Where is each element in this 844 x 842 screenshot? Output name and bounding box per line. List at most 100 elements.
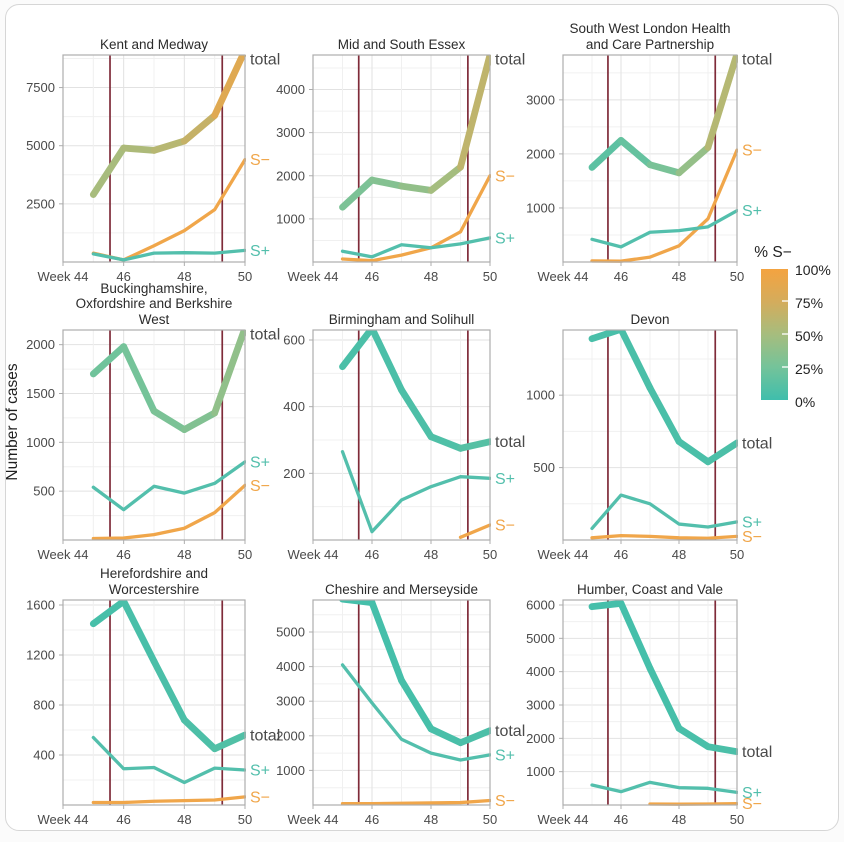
chart-plot: 1000 2000 3000 4000 Week 44 46 48 50 total S− S+: [276, 52, 525, 285]
svg-text:48: 48: [672, 547, 686, 562]
chart-plot: 500 1000 1500 2000 Week 44 46 48 50 total S− S+: [26, 327, 280, 563]
series-label: S−: [495, 168, 515, 185]
chart-panel-herefordshire-and-worcestershire: Herefordshire and Worcestershire 400 800 1…: [13, 566, 301, 833]
chart-title: Birmingham and Solihull: [328, 311, 475, 327]
svg-text:6000: 6000: [526, 598, 555, 613]
series-label: S−: [250, 478, 270, 495]
svg-text:1200: 1200: [26, 648, 55, 663]
legend-label-0: 0%: [795, 394, 816, 410]
svg-text:400: 400: [283, 399, 305, 414]
svg-text:2000: 2000: [276, 168, 305, 183]
chart-panel-kent-and-medway: Kent and Medway 2500 5000 7500 Week 44 46 48 5…: [13, 37, 301, 290]
legend-tick-25: [782, 366, 788, 368]
svg-text:46: 46: [116, 269, 130, 284]
svg-text:1600: 1600: [26, 598, 55, 613]
svg-text:3000: 3000: [276, 125, 305, 140]
svg-text:1000: 1000: [526, 200, 555, 215]
svg-text:50: 50: [730, 547, 744, 562]
chart-panel-south-west-london: South West London Health and Care Partne…: [513, 21, 793, 290]
svg-text:50: 50: [238, 547, 252, 562]
svg-text:1000: 1000: [276, 211, 305, 226]
svg-text:600: 600: [283, 333, 305, 348]
svg-text:7500: 7500: [26, 80, 55, 95]
chart-plot: 1000 2000 3000 4000 5000 Week 44 46 48 50 total S−…: [276, 599, 525, 827]
svg-text:2500: 2500: [26, 196, 55, 211]
svg-text:50: 50: [483, 812, 497, 827]
legend-label-50: 50%: [795, 328, 824, 344]
series-label: S+: [495, 747, 515, 764]
series-label: total: [495, 52, 525, 69]
series-label: S+: [495, 471, 515, 488]
svg-text:1000: 1000: [26, 435, 55, 450]
svg-text:50: 50: [483, 269, 497, 284]
legend-tick-50: [782, 333, 788, 335]
svg-text:50: 50: [730, 269, 744, 284]
colorbar-legend: % S− 100% 75% 50% 25% 0%: [744, 244, 844, 424]
series-label: total: [742, 744, 772, 761]
svg-text:50: 50: [483, 547, 497, 562]
chart-panel-humber-coast-and-vale: Humber, Coast and Vale 1000 2000 3000 4000 5…: [513, 582, 793, 833]
svg-text:1000: 1000: [276, 763, 305, 778]
svg-text:500: 500: [533, 460, 555, 475]
svg-text:4000: 4000: [276, 82, 305, 97]
chart-title: Cheshire and Merseyside: [324, 581, 479, 597]
legend-gradient-bar: [761, 269, 788, 400]
series-label: S+: [250, 454, 270, 471]
chart-plot: 1000 2000 3000 4000 5000 6000 Week 44 46 48 50 tot…: [526, 598, 772, 828]
chart-title: Mid and South Essex: [337, 36, 466, 52]
series-label: total: [495, 723, 525, 740]
svg-text:5000: 5000: [276, 625, 305, 640]
svg-text:46: 46: [116, 812, 130, 827]
chart-plot: 2500 5000 7500 Week 44 46 48 50 total S− S+: [26, 52, 280, 285]
svg-text:800: 800: [33, 698, 55, 713]
svg-text:48: 48: [177, 812, 191, 827]
series-label: S−: [250, 152, 270, 169]
series-label: S−: [742, 796, 762, 813]
svg-text:Week 44: Week 44: [537, 812, 588, 827]
svg-text:48: 48: [672, 269, 686, 284]
legend-title: % S−: [754, 244, 792, 261]
svg-text:46: 46: [614, 812, 628, 827]
svg-text:46: 46: [365, 269, 379, 284]
series-label: S+: [250, 763, 270, 780]
series-label: total: [742, 435, 772, 452]
chart-title: Buckinghamshire, Oxfordshire and Berkshi…: [75, 280, 233, 327]
svg-text:200: 200: [283, 466, 305, 481]
chart-panel-mid-and-south-essex: Mid and South Essex 1000 2000 3000 4000 Week…: [263, 37, 546, 290]
svg-text:3000: 3000: [526, 92, 555, 107]
legend-label-25: 25%: [795, 361, 824, 377]
svg-text:48: 48: [177, 269, 191, 284]
series-label: total: [250, 327, 280, 344]
chart-plot: 1000 2000 3000 Week 44 46 48 50 total S− S+: [526, 52, 772, 285]
svg-text:1000: 1000: [526, 388, 555, 403]
svg-text:46: 46: [614, 269, 628, 284]
svg-text:Week 44: Week 44: [287, 547, 338, 562]
svg-text:46: 46: [116, 547, 130, 562]
svg-text:5000: 5000: [526, 631, 555, 646]
svg-text:48: 48: [424, 547, 438, 562]
svg-text:48: 48: [424, 269, 438, 284]
svg-text:46: 46: [365, 812, 379, 827]
series-label: S+: [742, 785, 762, 802]
svg-text:Week 44: Week 44: [537, 547, 588, 562]
svg-text:3000: 3000: [276, 694, 305, 709]
svg-text:4000: 4000: [526, 664, 555, 679]
series-label: total: [495, 434, 525, 451]
legend-tick-75: [782, 300, 788, 302]
chart-title: Herefordshire and Worcestershire: [99, 566, 209, 597]
series-label: S−: [742, 529, 762, 546]
series-label: total: [250, 728, 280, 745]
svg-text:46: 46: [365, 547, 379, 562]
chart-plot: 500 1000 Week 44 46 48 50 total S−S+: [526, 329, 772, 562]
series-label: S+: [742, 203, 762, 220]
svg-text:2000: 2000: [26, 337, 55, 352]
svg-text:3000: 3000: [526, 698, 555, 713]
svg-text:500: 500: [33, 484, 55, 499]
series-label: S−: [250, 789, 270, 806]
chart-title: South West London Health and Care Partne…: [569, 21, 731, 52]
series-label: total: [742, 52, 772, 69]
svg-text:48: 48: [424, 812, 438, 827]
chart-panel-devon: Devon 500 1000 Week 44 46 48 50 total S− S+: [513, 312, 793, 568]
series-label: S+: [742, 514, 762, 531]
svg-text:48: 48: [672, 812, 686, 827]
